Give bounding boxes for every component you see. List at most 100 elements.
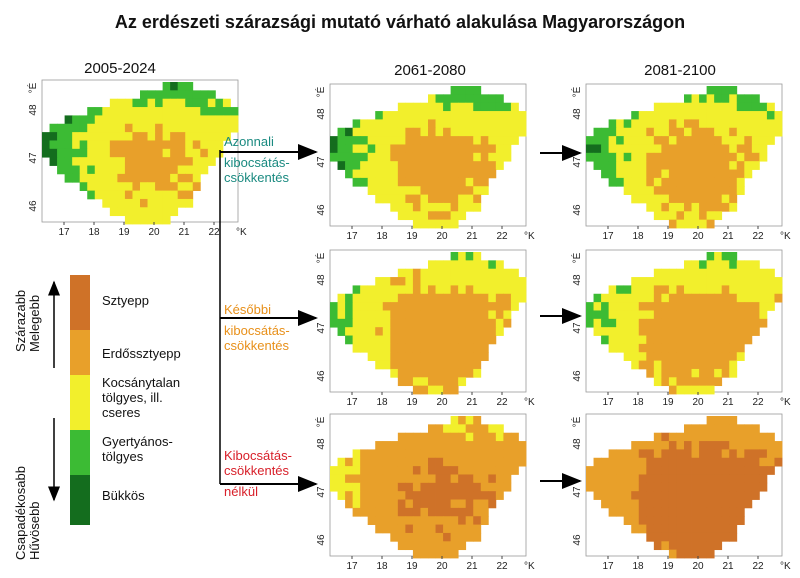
map-grid-cell [646, 277, 655, 286]
map-grid-cell [94, 173, 103, 183]
map-grid-cell [661, 516, 670, 525]
lon-tick-label: 18 [376, 397, 388, 408]
map-grid-cell [699, 327, 708, 336]
map-grid-cell [132, 182, 141, 191]
map-grid-cell [420, 202, 429, 212]
map-grid-cell [706, 86, 715, 95]
map-grid-cell [510, 432, 519, 442]
map-grid-cell [586, 152, 594, 162]
map-grid-cell [684, 352, 692, 361]
map-grid-cell [691, 277, 700, 286]
map-grid-cell [465, 449, 474, 459]
map-grid-cell [132, 98, 141, 108]
map-grid-cell [450, 102, 459, 112]
map-grid-cell [465, 360, 474, 370]
map-grid-cell [397, 482, 406, 492]
map-grid-cell [458, 136, 467, 145]
map-grid-cell [488, 161, 497, 170]
map-grid-cell [661, 268, 670, 278]
map-grid-cell [586, 144, 594, 154]
map-grid-cell [382, 335, 391, 345]
map-grid-cell [428, 352, 436, 361]
lat-tick-label: 48 [572, 108, 583, 120]
map-grid-cell [601, 144, 610, 154]
map-grid-cell [676, 119, 685, 129]
map-grid-cell [684, 368, 692, 378]
map-grid-cell [744, 310, 753, 320]
map-grid-cell [412, 318, 421, 328]
map-grid-cell [699, 335, 708, 345]
map-grid-cell [375, 136, 384, 145]
lon-tick-label: 18 [632, 397, 644, 408]
map-grid-cell [480, 111, 489, 120]
map-grid-cell [473, 432, 482, 442]
map-grid-cell [458, 491, 467, 500]
map-grid-cell [714, 268, 723, 278]
map-grid-cell [503, 152, 512, 162]
lat-unit-label: °É [570, 86, 583, 97]
map-grid-cell [94, 182, 103, 191]
map-grid-cell [699, 385, 708, 395]
map-grid-cell [375, 491, 384, 500]
map-grid-cell [79, 140, 88, 150]
legend-axis-wetter-cooler: Csapadékosabb Hűvösebb [13, 466, 42, 560]
scenario-label-later: Későbbi kibocsátás- csökkentés [224, 302, 290, 353]
map-grid-cell [200, 132, 209, 141]
map-grid-cell [450, 211, 459, 221]
map-grid-cell [230, 123, 239, 133]
map-grid-cell [608, 127, 617, 137]
map-grid-cell [337, 474, 346, 484]
map-grid-cell [616, 310, 625, 320]
map-grid-cell [721, 318, 730, 328]
map-grid-cell [646, 343, 655, 353]
map-grid-cell [691, 268, 700, 278]
map-grid-cell [646, 360, 655, 370]
map-grid-cell [721, 416, 730, 425]
map-grid-cell [405, 318, 414, 328]
map-later-2081-2100: 17 18 19 20 21 22 °K 48 47 46 °É [568, 249, 791, 408]
map-grid-cell [706, 268, 715, 278]
lat-tick-label: 46 [316, 370, 327, 382]
map-grid-cell [646, 507, 655, 517]
map-grid-cell [721, 474, 730, 484]
map-grid-cell [177, 198, 186, 208]
map-grid-cell [132, 165, 141, 175]
map-grid-cell [684, 111, 692, 120]
map-grid-cell [458, 482, 467, 492]
map-grid-cell [473, 343, 482, 353]
map-grid-cell [87, 157, 96, 166]
lon-tick-label: 19 [406, 561, 418, 572]
map-grid-cell [729, 293, 738, 303]
map-grid-cell [623, 152, 632, 162]
map-grid-cell [668, 169, 677, 179]
map-grid-cell [465, 499, 474, 509]
map-grid-cell [428, 293, 436, 303]
map-grid-cell [185, 123, 194, 133]
map-grid-cell [736, 94, 745, 104]
map-grid-cell [375, 186, 384, 195]
map-grid-cell [215, 98, 224, 108]
map-grid-cell [706, 277, 715, 286]
map-grid-cell [162, 182, 171, 191]
map-grid-cell [465, 260, 474, 270]
lon-unit-label: °K [524, 561, 535, 572]
map-grid-cell [729, 482, 738, 492]
map-grid-cell [375, 482, 384, 492]
map-grid-cell [397, 136, 406, 145]
map-grid-cell [465, 94, 474, 104]
map-grid-cell [488, 169, 497, 179]
map-grid-cell [759, 111, 768, 120]
map-grid-cell [661, 285, 670, 295]
map-grid-cell [766, 102, 775, 112]
map-grid-cell [428, 377, 436, 387]
map-grid-cell [668, 449, 677, 459]
map-grid-cell [420, 277, 429, 286]
map-grid-cell [155, 107, 164, 116]
map-grid-cell [443, 260, 452, 270]
map-grid-cell [397, 516, 406, 525]
map-grid-cell [495, 161, 504, 170]
map-grid-cell [495, 441, 504, 450]
map-grid-cell [691, 318, 700, 328]
map-grid-cell [495, 482, 504, 492]
map-grid-cell [721, 94, 730, 104]
